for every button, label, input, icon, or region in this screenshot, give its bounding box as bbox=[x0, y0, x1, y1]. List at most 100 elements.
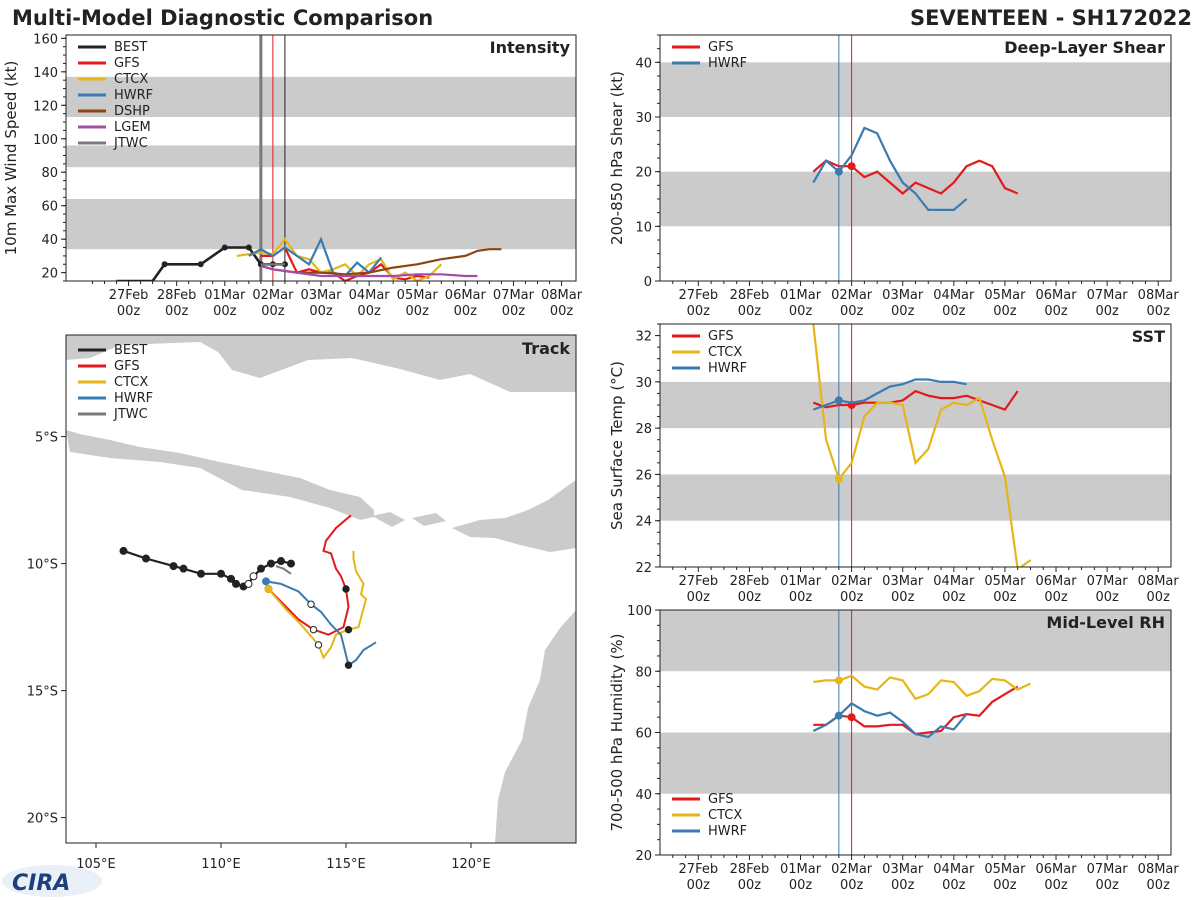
series-gfs bbox=[812, 389, 1019, 411]
track-position-marker bbox=[119, 546, 128, 555]
x-tick-date: 08Mar bbox=[1138, 574, 1180, 589]
y-tick-label: 32 bbox=[635, 330, 652, 345]
land-shape bbox=[66, 430, 374, 520]
land-shape bbox=[412, 513, 446, 526]
track-position-marker bbox=[277, 557, 285, 566]
legend-label: HWRF bbox=[114, 88, 153, 103]
x-tick-date: 08Mar bbox=[541, 288, 583, 303]
track-hwrf bbox=[265, 580, 377, 667]
y-tick-label: 20 bbox=[41, 267, 58, 282]
x-tick-date: 01Mar bbox=[204, 288, 246, 303]
lat-tick-label: 10°S bbox=[27, 558, 58, 573]
shaded-band bbox=[660, 474, 1171, 521]
x-tick-hour: 00z bbox=[1095, 878, 1119, 893]
x-tick-date: 27Feb bbox=[109, 288, 149, 303]
x-tick-date: 01Mar bbox=[780, 288, 822, 303]
x-tick-hour: 00z bbox=[1095, 590, 1119, 605]
y-axis-label: Sea Surface Temp (°C) bbox=[608, 361, 626, 530]
figure-title: Multi-Model Diagnostic Comparison bbox=[12, 6, 433, 30]
shaded-band bbox=[660, 171, 1171, 227]
x-tick-hour: 00z bbox=[213, 304, 237, 319]
x-tick-date: 06Mar bbox=[1035, 288, 1077, 303]
legend-label: CTCX bbox=[708, 808, 742, 823]
x-tick-date: 05Mar bbox=[397, 288, 439, 303]
x-tick-date: 03Mar bbox=[882, 288, 924, 303]
shaded-band bbox=[660, 62, 1171, 117]
x-tick-date: 04Mar bbox=[349, 288, 391, 303]
legend-label: HWRF bbox=[708, 56, 747, 71]
x-tick-date: 06Mar bbox=[445, 288, 487, 303]
landmasses bbox=[66, 335, 576, 843]
panel-shear: 01020304027Feb00z28Feb00z01Mar00z02Mar00… bbox=[608, 34, 1180, 319]
panel-title: Mid-Level RH bbox=[1046, 613, 1165, 632]
x-tick-hour: 00z bbox=[789, 590, 813, 605]
x-tick-hour: 00z bbox=[117, 304, 141, 319]
x-tick-hour: 00z bbox=[840, 304, 864, 319]
x-tick-hour: 00z bbox=[454, 304, 478, 319]
series-hwrf bbox=[248, 236, 382, 278]
logo-text: CIRA bbox=[12, 871, 70, 896]
x-tick-date: 07Mar bbox=[1087, 574, 1129, 589]
y-tick-label: 28 bbox=[635, 422, 652, 437]
y-tick-label: 22 bbox=[635, 561, 652, 576]
y-tick-label: 100 bbox=[33, 133, 58, 148]
x-tick-date: 08Mar bbox=[1138, 288, 1180, 303]
panel-rh: 2040608010027Feb00z28Feb00z01Mar00z02Mar… bbox=[608, 604, 1179, 893]
x-tick-hour: 00z bbox=[1095, 304, 1119, 319]
panel-title: Deep-Layer Shear bbox=[1004, 38, 1165, 57]
track-position-marker bbox=[267, 559, 275, 568]
x-tick-hour: 00z bbox=[1147, 590, 1171, 605]
best-point bbox=[245, 244, 252, 251]
legend-label: CTCX bbox=[114, 375, 148, 390]
x-tick-hour: 00z bbox=[789, 304, 813, 319]
x-tick-hour: 00z bbox=[502, 304, 526, 319]
track-position-marker bbox=[217, 569, 225, 578]
track-jtwc bbox=[275, 565, 292, 575]
y-tick-label: 160 bbox=[33, 32, 58, 47]
shaded-band bbox=[660, 381, 1171, 429]
x-tick-date: 28Feb bbox=[157, 288, 197, 303]
y-tick-label: 30 bbox=[635, 111, 652, 126]
y-tick-label: 30 bbox=[635, 376, 652, 391]
y-tick-label: 10 bbox=[635, 220, 652, 235]
track-position-marker bbox=[197, 569, 205, 578]
forecast-position-marker bbox=[309, 625, 318, 634]
y-axis-label: 10m Max Wind Speed (kt) bbox=[2, 61, 20, 256]
series-gfs bbox=[812, 159, 1019, 195]
map-frame bbox=[65, 334, 577, 844]
x-tick-hour: 00z bbox=[738, 304, 762, 319]
x-tick-hour: 00z bbox=[261, 304, 285, 319]
panel-title: SST bbox=[1132, 327, 1165, 346]
y-axis-label: 700-500 hPa Humidity (%) bbox=[608, 633, 626, 831]
track-position-marker bbox=[232, 579, 240, 588]
track-position-marker bbox=[227, 574, 235, 583]
panel-intensity: 2040608010012014016027Feb00z28Feb00z01Ma… bbox=[2, 32, 583, 319]
lon-tick-label: 115°E bbox=[326, 857, 366, 872]
legend-label: HWRF bbox=[708, 824, 747, 839]
x-tick-hour: 00z bbox=[891, 304, 915, 319]
x-tick-date: 02Mar bbox=[252, 288, 294, 303]
series-ctcx bbox=[812, 324, 1032, 567]
x-tick-hour: 00z bbox=[165, 304, 189, 319]
track-position-marker bbox=[244, 579, 253, 588]
x-tick-hour: 00z bbox=[891, 590, 915, 605]
x-tick-date: 08Mar bbox=[1138, 862, 1180, 877]
x-tick-hour: 00z bbox=[687, 590, 711, 605]
x-tick-hour: 00z bbox=[1044, 590, 1068, 605]
initial-position-hwrf bbox=[262, 577, 270, 586]
best-point bbox=[221, 244, 228, 251]
forecast-position-marker bbox=[314, 641, 323, 649]
x-tick-hour: 00z bbox=[993, 304, 1017, 319]
x-tick-date: 05Mar bbox=[984, 574, 1026, 589]
x-tick-hour: 00z bbox=[942, 590, 966, 605]
legend-label: CTCX bbox=[708, 345, 742, 360]
best-point bbox=[161, 261, 168, 268]
x-tick-date: 05Mar bbox=[984, 862, 1026, 877]
current-point-gfs bbox=[847, 162, 856, 171]
y-tick-label: 40 bbox=[635, 56, 652, 71]
track-position-marker bbox=[179, 564, 188, 573]
x-tick-date: 01Mar bbox=[780, 574, 822, 589]
series-ctcx bbox=[813, 674, 1031, 701]
x-tick-date: 27Feb bbox=[679, 574, 719, 589]
initial-position-ctcx bbox=[264, 585, 273, 593]
